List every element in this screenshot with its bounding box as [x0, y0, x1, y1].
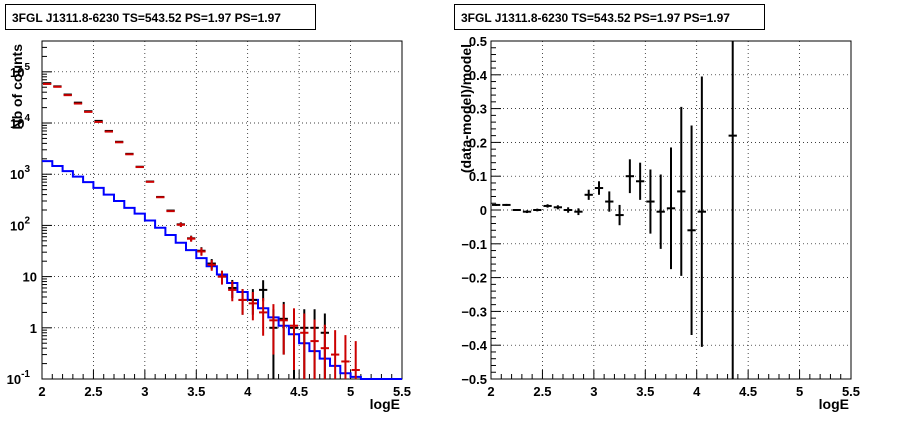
right-pad: 3FGL J1311.8-6230 TS=543.52 PS=1.97 PS=1…: [449, 0, 898, 421]
y-tick-label: 102: [10, 215, 30, 233]
model-point: [310, 319, 319, 379]
residual-point: [543, 204, 552, 208]
counts-chart: 2 2.5 3 3.5 4 4.5 5 5.5 10-1 1 10 102 103 104 105 logE N…: [7, 40, 411, 412]
model-point: [300, 313, 309, 379]
y-tick-label: −0.1: [461, 237, 487, 252]
residual-point: [646, 169, 655, 234]
residuals-chart: 2 2.5 3 3.5 4 4.5 5 5.5 −0.5 −0.4 −0.3 −0.2 −0.1 0 0.1…: [458, 34, 860, 412]
residual-point: [492, 203, 501, 206]
chart-title: 3FGL J1311.8-6230 TS=543.52 PS=1.97 PS=1…: [5, 4, 316, 30]
model-point: [341, 335, 350, 379]
model-point: [279, 304, 288, 355]
residual-point: [564, 207, 573, 213]
y-tick-label: 10: [23, 270, 37, 285]
y-axis-title: (data-model)/model: [458, 44, 474, 173]
y-tick-label: 103: [10, 164, 30, 182]
x-tick-label: 5: [796, 384, 803, 399]
residual-point: [677, 106, 686, 276]
x-tick-label: 3.5: [636, 384, 654, 399]
x-axis-title: logE: [370, 396, 400, 412]
residual-point: [502, 203, 511, 206]
y-tick-label: −0.2: [461, 271, 487, 286]
model-point: [351, 341, 360, 379]
residual-point: [687, 125, 696, 336]
data-point: [259, 280, 268, 302]
y-tick-label: 1: [30, 321, 37, 336]
residual-point: [574, 208, 583, 216]
residual-point: [533, 208, 542, 212]
residual-point: [697, 76, 706, 347]
y-tick-label: −0.4: [461, 338, 487, 353]
y-tick-label: 104: [10, 113, 30, 131]
y-tick-label: 0.4: [469, 68, 488, 83]
x-tick-label: 4.5: [290, 384, 308, 399]
y-tick-label: −0.3: [461, 304, 487, 319]
x-axis-title: logE: [819, 396, 849, 412]
residual-point: [636, 162, 645, 200]
y-tick-label: 0: [480, 203, 487, 218]
x-tick-label: 2.5: [84, 384, 102, 399]
model-point: [197, 247, 206, 256]
model-point: [331, 330, 340, 379]
model-point: [269, 304, 278, 355]
y-tick-label: 0.1: [469, 169, 487, 184]
residual-point: [728, 41, 737, 379]
model-point: [248, 292, 257, 321]
residual-point: [584, 189, 593, 200]
x-tick-label: 4: [693, 384, 701, 399]
x-tick-label: 4.5: [739, 384, 757, 399]
residual-point: [522, 210, 532, 214]
residual-point: [512, 208, 521, 212]
residual-point: [605, 191, 614, 212]
y-tick-label: 10-1: [7, 369, 31, 387]
model-point: [228, 281, 237, 302]
y-tick-label: −0.5: [461, 372, 487, 387]
model-point: [217, 270, 227, 285]
residual-point: [615, 204, 624, 226]
x-tick-label: 5.5: [842, 384, 860, 399]
y-axis-title: Nb of counts: [9, 44, 25, 130]
residual-point: [666, 147, 676, 270]
residual-point: [594, 181, 604, 195]
y-tick-label: 105: [10, 62, 30, 80]
y-tick-label: 0.5: [469, 34, 487, 49]
y-tick-label: 0.3: [469, 102, 487, 117]
y-tick-label: 0.2: [469, 135, 487, 150]
x-tick-label: 3.5: [187, 384, 205, 399]
model-step-line: [42, 160, 402, 380]
model-point: [176, 222, 185, 228]
residual-point: [625, 159, 634, 194]
chart-title: 3FGL J1311.8-6230 TS=543.52 PS=1.97 PS=1…: [454, 4, 765, 30]
x-tick-label: 2: [487, 384, 494, 399]
x-tick-label: 2: [38, 384, 45, 399]
model-point: [289, 308, 299, 370]
left-pad: 3FGL J1311.8-6230 TS=543.52 PS=1.97 PS=1…: [0, 0, 449, 421]
residual-point: [553, 205, 562, 210]
residual-point: [656, 174, 665, 249]
model-point: [187, 236, 196, 242]
x-tick-label: 3: [590, 384, 597, 399]
model-point: [238, 289, 247, 315]
plot-frame: [41, 40, 403, 380]
model-point: [320, 324, 329, 379]
x-tick-label: 5: [347, 384, 354, 399]
x-tick-label: 3: [141, 384, 148, 399]
x-tick-label: 4: [244, 384, 252, 399]
model-point: [259, 298, 268, 336]
model-point: [207, 260, 216, 271]
x-tick-label: 5.5: [393, 384, 411, 399]
x-tick-label: 2.5: [533, 384, 551, 399]
